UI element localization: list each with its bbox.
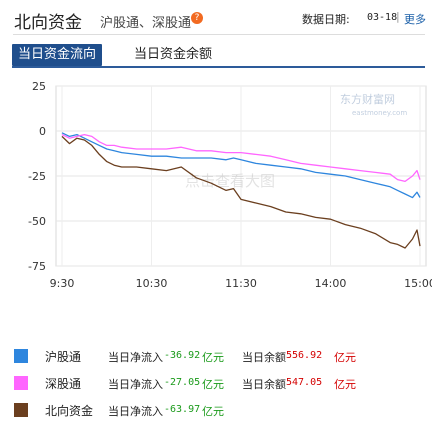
legend-flow-label: 当日净流入 [108, 378, 163, 391]
legend-swatch-hgt [14, 349, 28, 363]
help-icon[interactable]: ? [191, 12, 203, 24]
legend-name: 沪股通 [45, 350, 82, 364]
more-link[interactable]: 更多 [404, 13, 426, 26]
legend-swatch-north [14, 403, 28, 417]
legend-balance-unit: 亿元 [334, 378, 356, 391]
x-tick-label: 14:00 [315, 277, 347, 290]
legend-flow-unit: 亿元 [202, 378, 224, 391]
legend-balance-label: 当日余额 [242, 378, 286, 391]
x-tick-label: 15:00 [404, 277, 432, 290]
legend-swatch-sgt [14, 376, 28, 390]
y-axis-ticks: 25 0 -25 -50 -75 [28, 80, 46, 273]
x-tick-label: 10:30 [136, 277, 168, 290]
header: 北向资金 沪股通、深股通 ? 数据日期: 03-18 | 更多 [0, 0, 432, 34]
legend-name: 北向资金 [45, 404, 94, 418]
x-axis-ticks: 9:30 10:30 11:30 14:00 15:00 [50, 277, 432, 290]
chart-series [61, 132, 421, 249]
x-tick-label: 11:30 [225, 277, 257, 290]
y-tick-label: -25 [28, 170, 46, 183]
y-tick-label: 0 [39, 125, 46, 138]
legend-flow-unit: 亿元 [202, 351, 224, 364]
tab-daily-flow[interactable]: 当日资金流向 [12, 44, 103, 66]
date-label: 数据日期: [302, 13, 350, 26]
legend-balance-value: 556.92 [286, 350, 323, 361]
legend-flow-value: -63.97 [164, 404, 201, 415]
flow-chart[interactable]: 25 0 -25 -50 -75 9:30 10:30 11:30 14:00 15:00 东方… [0, 68, 432, 330]
legend-balance-label: 当日余额 [242, 351, 286, 364]
chart-grid [55, 85, 427, 267]
tab-underline [12, 66, 425, 68]
page-title: 北向资金 [14, 13, 82, 33]
legend-balance-value: 547.05 [286, 377, 323, 388]
y-tick-label: -50 [28, 215, 46, 228]
legend-flow-label: 当日净流入 [108, 351, 163, 364]
series-north-line[interactable] [61, 135, 421, 249]
legend-balance-unit: 亿元 [334, 351, 356, 364]
legend-flow-value: -27.05 [164, 377, 201, 388]
y-tick-label: 25 [32, 80, 46, 93]
legend-flow-unit: 亿元 [202, 405, 224, 418]
legend-flow-value: -36.92 [164, 350, 201, 361]
header-divider [13, 34, 425, 35]
date-value: 03-18 [367, 12, 398, 23]
series-sgt-line[interactable] [61, 133, 421, 183]
watermark: 东方财富网 eastmoney.com 点击查看大图 [185, 92, 407, 190]
legend-name: 深股通 [45, 377, 82, 391]
legend-row-hgt: 沪股通 当日净流入 -36.92 亿元 当日余额 556.92 亿元 [0, 345, 432, 367]
series-hgt-line[interactable] [61, 132, 421, 199]
x-tick-label: 9:30 [50, 277, 75, 290]
watermark-domain: eastmoney.com [352, 109, 407, 117]
tab-daily-balance[interactable]: 当日资金余额 [134, 47, 213, 62]
legend-row-sgt: 深股通 当日净流入 -27.05 亿元 当日余额 547.05 亿元 [0, 372, 432, 394]
watermark-brand: 东方财富网 [340, 92, 395, 106]
watermark-center: 点击查看大图 [185, 172, 275, 190]
legend-flow-label: 当日净流入 [108, 405, 163, 418]
separator: | [396, 10, 400, 23]
page-subtitle: 沪股通、深股通 [100, 16, 192, 31]
y-tick-label: -75 [28, 260, 46, 273]
legend-row-north: 北向资金 当日净流入 -63.97 亿元 [0, 399, 432, 421]
